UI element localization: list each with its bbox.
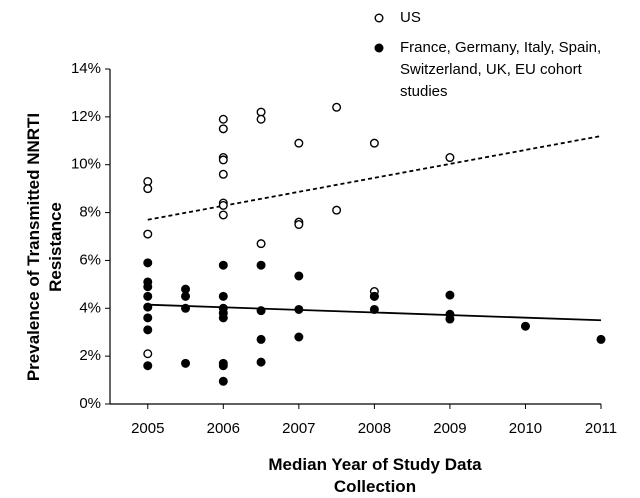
point [218, 376, 228, 386]
trend-line [147, 135, 602, 221]
point [256, 357, 266, 367]
point [181, 291, 191, 301]
point [143, 229, 153, 239]
point [218, 200, 228, 210]
x-tick-label: 2011 [585, 420, 617, 437]
point [445, 153, 455, 163]
point [218, 313, 228, 323]
point [218, 114, 228, 124]
point [143, 176, 153, 186]
point [596, 334, 606, 344]
point [143, 361, 153, 371]
point [143, 325, 153, 335]
point [218, 291, 228, 301]
point [256, 239, 266, 249]
point [445, 314, 455, 324]
legend-label: US [400, 9, 421, 26]
point [143, 282, 153, 292]
x-tick-label: 2007 [282, 420, 315, 437]
point [294, 138, 304, 148]
point [445, 290, 455, 300]
x-tick-label: 2008 [358, 420, 391, 437]
point [332, 102, 342, 112]
point [143, 302, 153, 312]
y-tick-label: 4% [79, 299, 101, 316]
point [218, 260, 228, 270]
y-tick-label: 0% [79, 395, 101, 412]
point [143, 349, 153, 359]
legend-label: France, Germany, Italy, Spain, Switzerla… [400, 39, 602, 100]
point [520, 321, 530, 331]
x-tick-label: 2006 [207, 420, 240, 437]
point [181, 284, 191, 294]
point [256, 114, 266, 124]
y-tick-label: 8% [79, 204, 101, 221]
x-tick-label: 2009 [433, 420, 466, 437]
point [181, 358, 191, 368]
point [143, 313, 153, 323]
y-tick-label: 10% [71, 156, 101, 173]
legend-marker [374, 13, 384, 23]
x-axis-label: Median Year of Study Data Collection [268, 455, 482, 496]
point [143, 184, 153, 194]
x-tick-label: 2010 [509, 420, 542, 437]
y-tick-label: 6% [79, 251, 101, 268]
point [294, 304, 304, 314]
point [294, 220, 304, 230]
point [256, 334, 266, 344]
point [294, 332, 304, 342]
point [143, 291, 153, 301]
point [218, 124, 228, 134]
point [143, 258, 153, 268]
point [218, 210, 228, 220]
point [294, 271, 304, 281]
point [256, 260, 266, 270]
point [218, 361, 228, 371]
y-tick-label: 12% [71, 108, 101, 125]
y-tick-label: 2% [79, 347, 101, 364]
point [218, 155, 228, 165]
point [256, 107, 266, 117]
x-tick-label: 2005 [131, 420, 164, 437]
point [369, 304, 379, 314]
point [181, 303, 191, 313]
legend-marker [374, 43, 384, 53]
point [369, 291, 379, 301]
point [369, 138, 379, 148]
point [256, 306, 266, 316]
point [218, 169, 228, 179]
point [332, 205, 342, 215]
y-axis-label: Prevalence of Transmitted NNRTI Resistan… [24, 112, 65, 382]
y-tick-label: 14% [71, 60, 101, 77]
